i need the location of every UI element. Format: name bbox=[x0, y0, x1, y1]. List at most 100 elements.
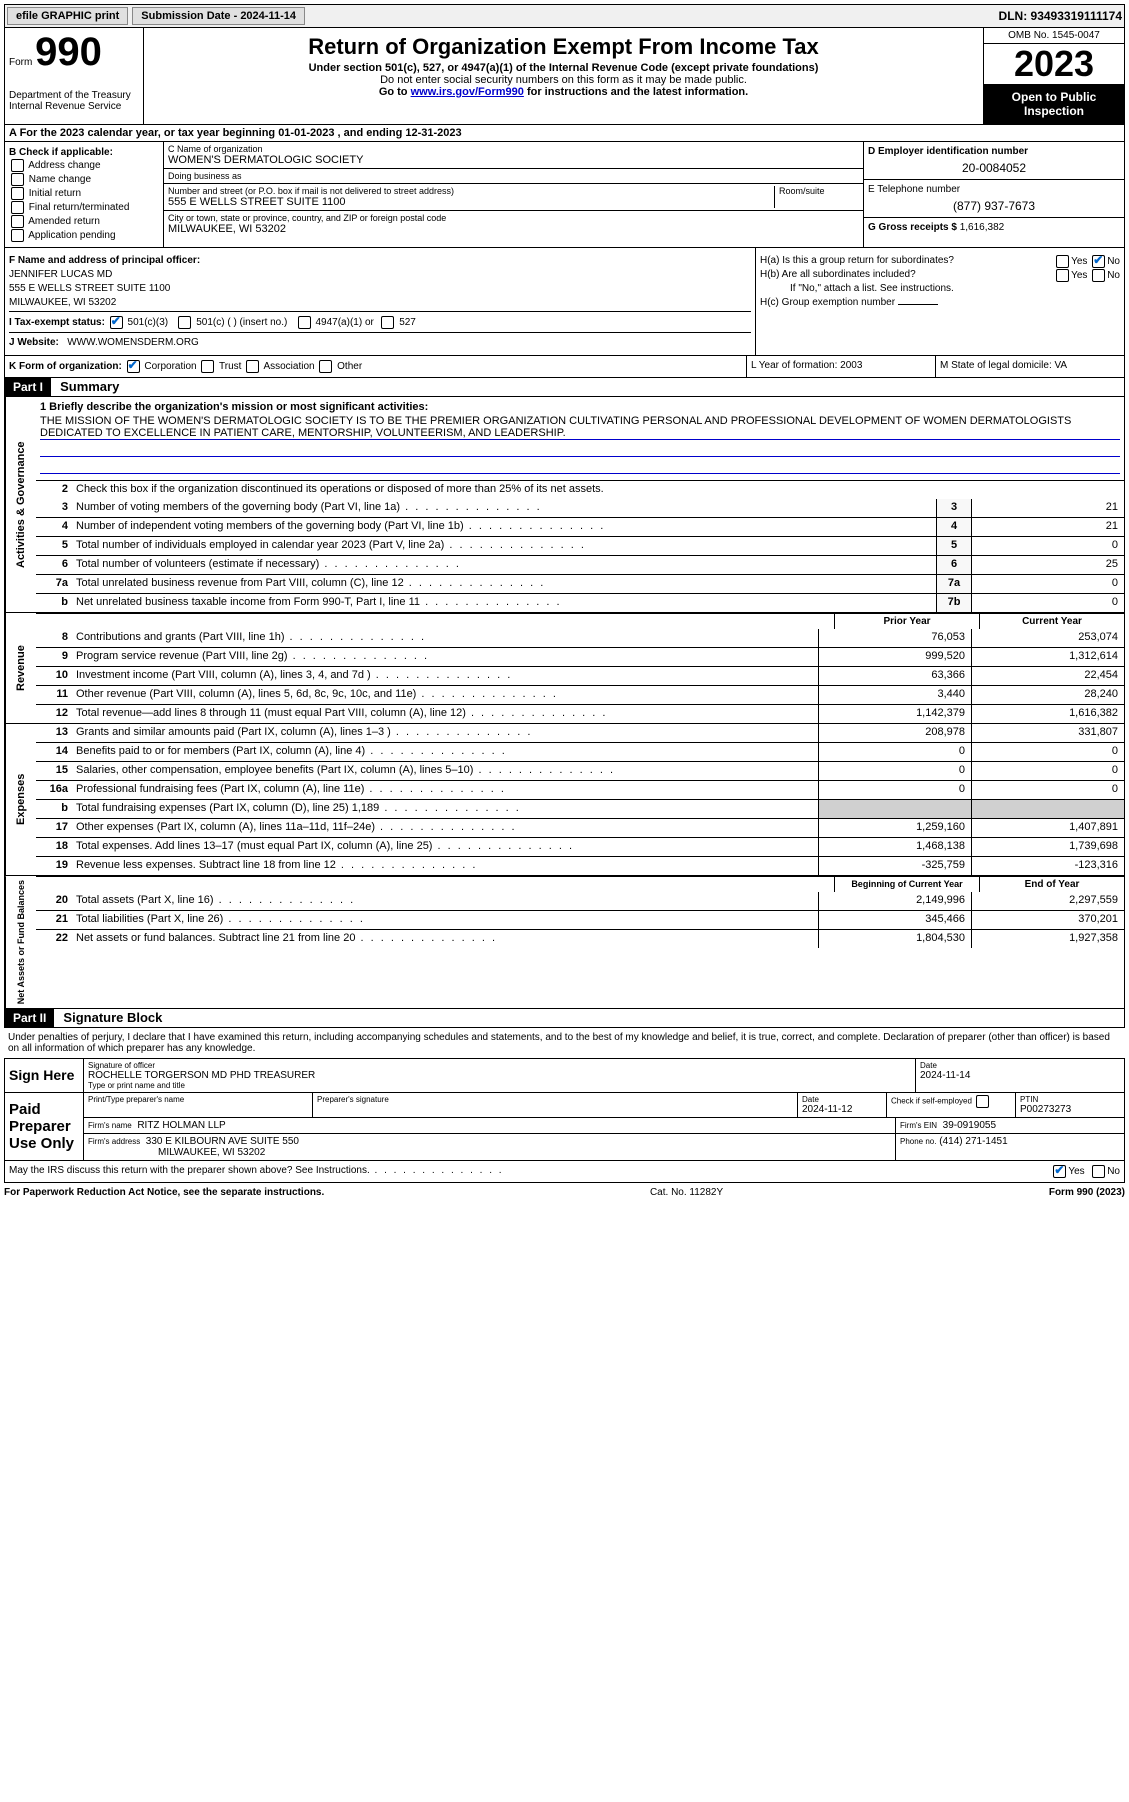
firm-ein: 39-0919055 bbox=[943, 1120, 996, 1131]
section-h: H(a) Is this a group return for subordin… bbox=[755, 248, 1124, 355]
chk-4947[interactable] bbox=[298, 316, 311, 329]
chk-application-pending[interactable]: Application pending bbox=[9, 229, 159, 242]
mission-block: 1 Briefly describe the organization's mi… bbox=[36, 397, 1124, 480]
chk-501c3[interactable] bbox=[110, 316, 123, 329]
summary-revenue: Revenue Prior Year Current Year 8Contrib… bbox=[4, 613, 1125, 724]
page-footer: For Paperwork Reduction Act Notice, see … bbox=[4, 1183, 1125, 1202]
vtab-revenue: Revenue bbox=[5, 613, 36, 723]
org-name-cell: C Name of organization WOMEN'S DERMATOLO… bbox=[164, 142, 863, 169]
ein-value: 20-0084052 bbox=[868, 161, 1120, 175]
chk-corp[interactable] bbox=[127, 360, 140, 373]
city-cell: City or town, state or province, country… bbox=[164, 211, 863, 237]
header-right: OMB No. 1545-0047 2023 Open to Public In… bbox=[983, 28, 1124, 124]
header-middle: Return of Organization Exempt From Incom… bbox=[144, 28, 983, 124]
subtitle-1: Under section 501(c), 527, or 4947(a)(1)… bbox=[148, 62, 979, 74]
summary-line: 12Total revenue—add lines 8 through 11 (… bbox=[36, 704, 1124, 723]
summary-governance: Activities & Governance 1 Briefly descri… bbox=[4, 397, 1125, 613]
column-d: D Employer identification number 20-0084… bbox=[863, 142, 1124, 247]
gross-receipts-value: 1,616,382 bbox=[960, 222, 1005, 233]
summary-net-assets: Net Assets or Fund Balances Beginning of… bbox=[4, 876, 1125, 1009]
form-word: Form bbox=[9, 57, 32, 68]
entity-block: B Check if applicable: Address change Na… bbox=[4, 142, 1125, 248]
form-number: 990 bbox=[35, 30, 102, 74]
vtab-expenses: Expenses bbox=[5, 724, 36, 875]
firm-phone: (414) 271-1451 bbox=[939, 1136, 1007, 1147]
firm-name: RITZ HOLMAN LLP bbox=[137, 1120, 225, 1131]
dba-cell: Doing business as bbox=[164, 169, 863, 184]
chk-amended-return[interactable]: Amended return bbox=[9, 215, 159, 228]
summary-line: 15Salaries, other compensation, employee… bbox=[36, 761, 1124, 780]
summary-line: bTotal fundraising expenses (Part IX, co… bbox=[36, 799, 1124, 818]
rev-header: Prior Year Current Year bbox=[36, 613, 1124, 629]
l-year-formation: L Year of formation: 2003 bbox=[746, 356, 935, 377]
mission-text: THE MISSION OF THE WOMEN'S DERMATOLOGIC … bbox=[40, 415, 1120, 440]
summary-line: 17Other expenses (Part IX, column (A), l… bbox=[36, 818, 1124, 837]
fhij-left: F Name and address of principal officer:… bbox=[5, 248, 755, 355]
website-value: WWW.WOMENSDERM.ORG bbox=[67, 337, 199, 348]
dept-text: Department of the Treasury Internal Reve… bbox=[9, 90, 139, 112]
phone-cell: E Telephone number (877) 937-7673 bbox=[864, 180, 1124, 218]
chk-final-return[interactable]: Final return/terminated bbox=[9, 201, 159, 214]
chk-initial-return[interactable]: Initial return bbox=[9, 187, 159, 200]
chk-527[interactable] bbox=[381, 316, 394, 329]
submission-date-button[interactable]: Submission Date - 2024-11-14 bbox=[132, 7, 305, 25]
chk-self-employed[interactable] bbox=[976, 1095, 989, 1108]
firm-addr1: 330 E KILBOURN AVE SUITE 550 bbox=[146, 1136, 299, 1147]
summary-line: 18Total expenses. Add lines 13–17 (must … bbox=[36, 837, 1124, 856]
form-title: Return of Organization Exempt From Incom… bbox=[148, 34, 979, 60]
m-domicile: M State of legal domicile: VA bbox=[935, 356, 1124, 377]
row-a-tax-year: A For the 2023 calendar year, or tax yea… bbox=[4, 125, 1125, 142]
public-inspection: Open to Public Inspection bbox=[984, 84, 1124, 124]
net-header: Beginning of Current Year End of Year bbox=[36, 876, 1124, 892]
chk-name-change[interactable]: Name change bbox=[9, 173, 159, 186]
officer-addr2: MILWAUKEE, WI 53202 bbox=[9, 297, 751, 308]
footer-left: For Paperwork Reduction Act Notice, see … bbox=[4, 1187, 324, 1198]
column-c: C Name of organization WOMEN'S DERMATOLO… bbox=[164, 142, 863, 247]
street-address: 555 E WELLS STREET SUITE 1100 bbox=[168, 196, 774, 208]
paid-preparer-row: Paid Preparer Use Only Print/Type prepar… bbox=[5, 1092, 1124, 1160]
vtab-governance: Activities & Governance bbox=[5, 397, 36, 612]
efile-button[interactable]: efile GRAPHIC print bbox=[7, 7, 128, 25]
org-name: WOMEN'S DERMATOLOGIC SOCIETY bbox=[168, 154, 859, 166]
form-header: Form 990 Department of the Treasury Inte… bbox=[4, 28, 1125, 125]
summary-line: 20Total assets (Part X, line 16)2,149,99… bbox=[36, 892, 1124, 910]
prep-date: 2024-11-12 bbox=[802, 1104, 882, 1115]
ha-yes[interactable] bbox=[1056, 255, 1069, 268]
chk-assoc[interactable] bbox=[246, 360, 259, 373]
ha-no[interactable] bbox=[1092, 255, 1105, 268]
signature-block: Sign Here Signature of officer ROCHELLE … bbox=[4, 1058, 1125, 1183]
chk-other[interactable] bbox=[319, 360, 332, 373]
chk-501c[interactable] bbox=[178, 316, 191, 329]
sig-date: 2024-11-14 bbox=[920, 1070, 1120, 1081]
hb-note: If "No," attach a list. See instructions… bbox=[760, 283, 1120, 294]
irs-link[interactable]: www.irs.gov/Form990 bbox=[411, 86, 524, 98]
header-left: Form 990 Department of the Treasury Inte… bbox=[5, 28, 144, 124]
officer-addr1: 555 E WELLS STREET SUITE 1100 bbox=[9, 283, 751, 294]
hb-no[interactable] bbox=[1092, 269, 1105, 282]
perjury-statement: Under penalties of perjury, I declare th… bbox=[4, 1028, 1125, 1058]
row-klm: K Form of organization: Corporation Trus… bbox=[4, 356, 1125, 378]
gross-receipts-cell: G Gross receipts $ 1,616,382 bbox=[864, 218, 1124, 237]
footer-cat: Cat. No. 11282Y bbox=[324, 1187, 1049, 1198]
top-bar: efile GRAPHIC print Submission Date - 20… bbox=[4, 4, 1125, 28]
street-cell: Number and street (or P.O. box if mail i… bbox=[164, 184, 863, 211]
omb-number: OMB No. 1545-0047 bbox=[984, 28, 1124, 44]
summary-line: 5Total number of individuals employed in… bbox=[36, 536, 1124, 555]
discuss-yes[interactable] bbox=[1053, 1165, 1066, 1178]
discuss-no[interactable] bbox=[1092, 1165, 1105, 1178]
vtab-net: Net Assets or Fund Balances bbox=[5, 876, 36, 1008]
hc-line: H(c) Group exemption number bbox=[760, 297, 1120, 308]
line-2: 2 Check this box if the organization dis… bbox=[36, 480, 1124, 499]
chk-trust[interactable] bbox=[201, 360, 214, 373]
summary-line: 19Revenue less expenses. Subtract line 1… bbox=[36, 856, 1124, 875]
phone-value: (877) 937-7673 bbox=[868, 199, 1120, 213]
chk-address-change[interactable]: Address change bbox=[9, 159, 159, 172]
dln-text: DLN: 93493319111174 bbox=[999, 9, 1122, 23]
sign-here-row: Sign Here Signature of officer ROCHELLE … bbox=[5, 1058, 1124, 1092]
hb-yes[interactable] bbox=[1056, 269, 1069, 282]
part1-header: Part I Summary bbox=[4, 378, 1125, 397]
summary-line: 4Number of independent voting members of… bbox=[36, 517, 1124, 536]
section-fhij: F Name and address of principal officer:… bbox=[4, 248, 1125, 356]
summary-line: 11Other revenue (Part VIII, column (A), … bbox=[36, 685, 1124, 704]
subtitle-3: Go to www.irs.gov/Form990 for instructio… bbox=[148, 86, 979, 98]
